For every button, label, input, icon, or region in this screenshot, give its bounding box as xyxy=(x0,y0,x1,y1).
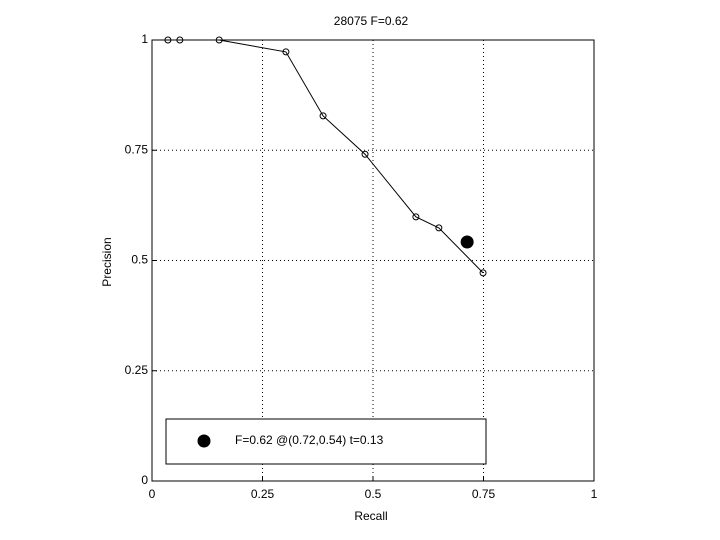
legend-marker xyxy=(197,434,211,448)
x-tick-label: 1 xyxy=(591,487,598,501)
point xyxy=(319,112,327,120)
point xyxy=(479,269,487,277)
point xyxy=(412,213,420,221)
y-tick-label: 0 xyxy=(141,473,148,487)
legend-label: F=0.62 @(0.72,0.54) t=0.13 xyxy=(235,433,384,447)
y-tick-label: 0.75 xyxy=(125,142,149,156)
point xyxy=(282,48,290,56)
best-point xyxy=(460,235,474,249)
legend-box xyxy=(165,418,487,465)
x-tick-label: 0.25 xyxy=(251,487,275,501)
chart-title: 28075 F=0.62 xyxy=(334,14,409,28)
y-axis-label: Precision xyxy=(100,237,114,286)
point xyxy=(176,36,184,44)
point xyxy=(435,224,443,232)
x-tick-label: 0.5 xyxy=(365,487,382,501)
x-axis-label: Recall xyxy=(354,509,387,523)
x-tick-label: 0.75 xyxy=(472,487,496,501)
y-tick-label: 1 xyxy=(141,32,148,46)
y-tick-label: 0.25 xyxy=(125,363,149,377)
point xyxy=(164,36,172,44)
series-line xyxy=(167,39,484,274)
x-tick-label: 0 xyxy=(149,487,156,501)
point xyxy=(361,150,369,158)
axes-box xyxy=(151,39,595,482)
y-tick-label: 0.5 xyxy=(131,253,148,267)
point xyxy=(215,36,223,44)
